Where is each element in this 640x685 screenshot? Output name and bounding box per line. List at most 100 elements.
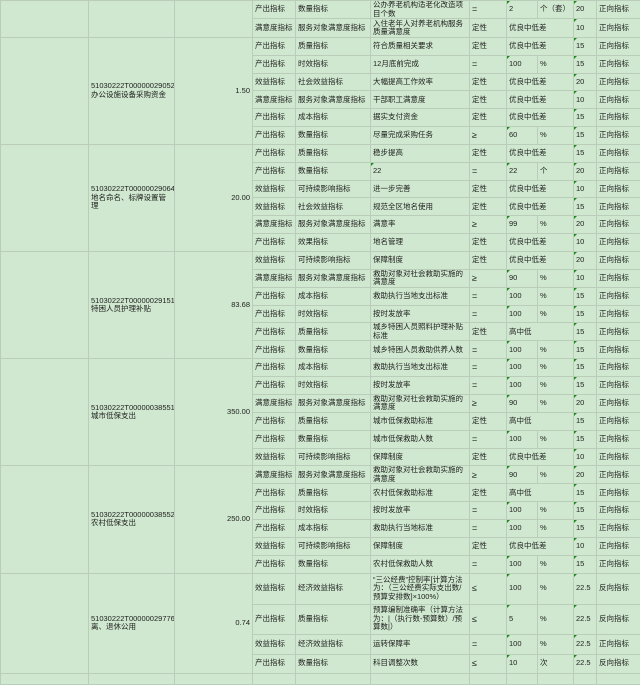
unit-cell[interactable]: % xyxy=(538,520,574,538)
indicator-name-cell[interactable]: 大幅提高工作效率 xyxy=(371,73,470,91)
target-value-cell[interactable]: 优良中低差 xyxy=(507,109,574,127)
level2-indicator-cell[interactable]: 质量指标 xyxy=(296,412,371,430)
score-cell[interactable]: 20 xyxy=(574,162,597,180)
target-value-cell[interactable]: 高中低 xyxy=(507,412,574,430)
score-cell[interactable]: 15 xyxy=(574,55,597,73)
level1-indicator-cell[interactable]: 满意度指标 xyxy=(253,269,296,287)
direction-cell[interactable]: 正向指标 xyxy=(597,502,640,520)
target-value-cell[interactable]: 100 xyxy=(507,430,538,448)
direction-cell[interactable]: 正向指标 xyxy=(597,484,640,502)
level2-indicator-cell[interactable]: 质量指标 xyxy=(296,144,371,162)
target-value-cell[interactable]: 优良中低差 xyxy=(507,91,574,109)
unit-cell[interactable]: % xyxy=(538,502,574,520)
level2-indicator-cell[interactable]: 成本指标 xyxy=(296,359,371,377)
direction-cell[interactable]: 正向指标 xyxy=(597,144,640,162)
operator-cell[interactable]: = xyxy=(470,377,507,395)
level1-indicator-cell[interactable]: 产出指标 xyxy=(253,55,296,73)
unit-cell[interactable]: % xyxy=(538,377,574,395)
operator-cell[interactable]: = xyxy=(470,341,507,359)
operator-cell[interactable]: ≥ xyxy=(470,216,507,234)
target-value-cell[interactable]: 优良中低差 xyxy=(507,144,574,162)
direction-cell[interactable]: 正向指标 xyxy=(597,323,640,341)
indicator-name-cell[interactable]: 城乡特困人员照料护理补贴标准 xyxy=(371,323,470,341)
target-value-cell[interactable]: 100 xyxy=(507,55,538,73)
operator-cell[interactable]: 定性 xyxy=(470,19,507,38)
target-value-cell[interactable]: 高中低 xyxy=(507,323,574,341)
operator-cell[interactable]: 定性 xyxy=(470,73,507,91)
level2-indicator-cell[interactable]: 成本指标 xyxy=(296,109,371,127)
target-value-cell[interactable]: 100 xyxy=(507,555,538,573)
target-value-cell[interactable]: 优良中低差 xyxy=(507,448,574,466)
level1-indicator-cell[interactable]: 效益指标 xyxy=(253,634,296,654)
unit-cell[interactable]: % xyxy=(538,269,574,287)
target-value-cell[interactable]: 60 xyxy=(507,127,538,145)
project-cell[interactable]: 51030222T000000291517-特困人员护理补贴 xyxy=(89,251,175,358)
direction-cell[interactable]: 正向指标 xyxy=(597,251,640,269)
operator-cell[interactable]: 定性 xyxy=(470,323,507,341)
score-cell[interactable]: 15 xyxy=(574,305,597,323)
level2-indicator-cell[interactable]: 质量指标 xyxy=(296,484,371,502)
indicator-name-cell[interactable]: 规范全区地名使用 xyxy=(371,198,470,216)
indicator-name-cell[interactable]: 城市低保救助人数 xyxy=(371,430,470,448)
indicator-name-cell[interactable]: 进一步完善 xyxy=(371,180,470,198)
level2-indicator-cell[interactable]: 时效指标 xyxy=(296,502,371,520)
direction-cell[interactable]: 正向指标 xyxy=(597,634,640,654)
level2-indicator-cell[interactable]: 可持续影响指标 xyxy=(296,180,371,198)
unit-cell[interactable]: % xyxy=(538,634,574,654)
score-cell[interactable]: 15 xyxy=(574,127,597,145)
level1-indicator-cell[interactable]: 效益指标 xyxy=(253,537,296,555)
target-value-cell[interactable]: 100 xyxy=(507,305,538,323)
score-cell[interactable]: 22.5 xyxy=(574,573,597,604)
score-cell[interactable]: 15 xyxy=(574,109,597,127)
direction-cell[interactable]: 正向指标 xyxy=(597,377,640,395)
operator-cell[interactable]: = xyxy=(470,502,507,520)
blank-cell[interactable] xyxy=(1,359,89,466)
level2-indicator-cell[interactable]: 数量指标 xyxy=(296,127,371,145)
score-cell[interactable]: 15 xyxy=(574,412,597,430)
level1-indicator-cell[interactable]: 产出指标 xyxy=(253,412,296,430)
project-amount[interactable]: 350.00 xyxy=(175,359,253,466)
blank-cell[interactable] xyxy=(1,1,89,38)
score-cell[interactable]: 15 xyxy=(574,520,597,538)
level1-indicator-cell[interactable]: 产出指标 xyxy=(253,377,296,395)
direction-cell[interactable]: 正向指标 xyxy=(597,466,640,484)
indicator-name-cell[interactable]: 城乡特困人员救助供养人数 xyxy=(371,341,470,359)
unit-cell[interactable]: % xyxy=(538,466,574,484)
target-value-cell[interactable]: 10 xyxy=(507,654,538,673)
indicator-name-cell[interactable]: 救助对象对社会救助实施的满意度 xyxy=(371,466,470,484)
score-cell[interactable]: 20 xyxy=(574,216,597,234)
target-value-cell[interactable]: 100 xyxy=(507,573,538,604)
unit-cell[interactable]: % xyxy=(538,127,574,145)
direction-cell[interactable]: 正向指标 xyxy=(597,162,640,180)
direction-cell[interactable]: 正向指标 xyxy=(597,127,640,145)
blank-cell[interactable] xyxy=(1,466,89,573)
level1-indicator-cell[interactable]: 产出指标 xyxy=(253,654,296,673)
unit-cell[interactable]: 次 xyxy=(538,654,574,673)
empty-cell[interactable] xyxy=(597,673,640,684)
level1-indicator-cell[interactable]: 产出指标 xyxy=(253,287,296,305)
unit-cell[interactable]: % xyxy=(538,55,574,73)
target-value-cell[interactable]: 优良中低差 xyxy=(507,251,574,269)
operator-cell[interactable]: = xyxy=(470,359,507,377)
direction-cell[interactable]: 反向指标 xyxy=(597,604,640,634)
level2-indicator-cell[interactable]: 时效指标 xyxy=(296,377,371,395)
direction-cell[interactable]: 正向指标 xyxy=(597,216,640,234)
indicator-name-cell[interactable]: 救助执行当地支出标准 xyxy=(371,359,470,377)
level1-indicator-cell[interactable]: 产出指标 xyxy=(253,430,296,448)
level1-indicator-cell[interactable]: 效益指标 xyxy=(253,198,296,216)
unit-cell[interactable]: % xyxy=(538,573,574,604)
level2-indicator-cell[interactable]: 服务对象满意度指标 xyxy=(296,19,371,38)
direction-cell[interactable]: 正向指标 xyxy=(597,19,640,38)
project-amount[interactable]: 250.00 xyxy=(175,466,253,573)
project-cell[interactable]: 51030222T000000297769-离、退休公用 xyxy=(89,573,175,673)
level1-indicator-cell[interactable]: 产出指标 xyxy=(253,109,296,127)
indicator-name-cell[interactable]: 农村低保救助人数 xyxy=(371,555,470,573)
indicator-name-cell[interactable]: 运转保障率 xyxy=(371,634,470,654)
indicator-name-cell[interactable]: 保障制度 xyxy=(371,251,470,269)
score-cell[interactable]: 22.5 xyxy=(574,634,597,654)
indicator-name-cell[interactable]: 稳步提高 xyxy=(371,144,470,162)
score-cell[interactable]: 15 xyxy=(574,144,597,162)
level1-indicator-cell[interactable]: 产出指标 xyxy=(253,604,296,634)
project-amount[interactable] xyxy=(175,1,253,38)
level1-indicator-cell[interactable]: 产出指标 xyxy=(253,127,296,145)
